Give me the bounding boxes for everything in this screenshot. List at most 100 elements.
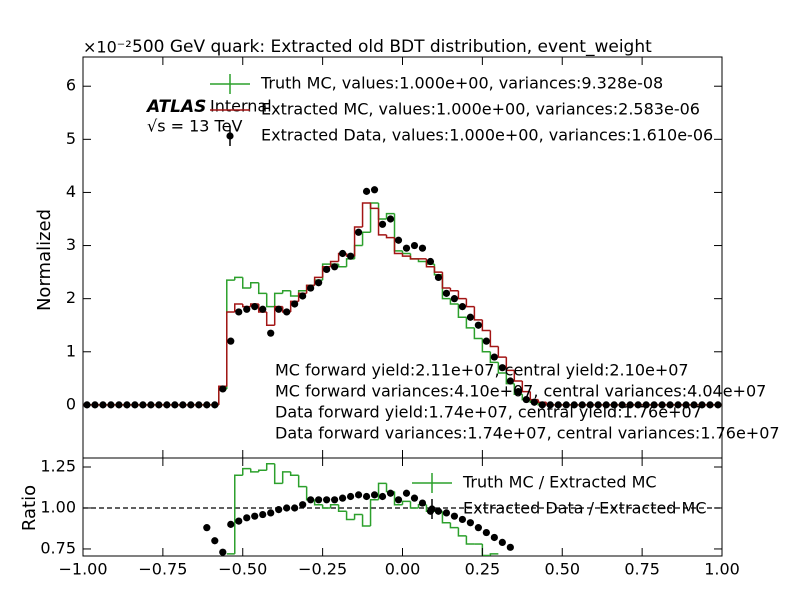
- histogram-step: [281, 289, 291, 294]
- histogram-step: [449, 522, 459, 529]
- data-point: [283, 308, 291, 316]
- histogram-step: [481, 544, 491, 556]
- data-point: [682, 401, 690, 409]
- data-point: [554, 401, 562, 409]
- legend-label: Extracted MC, values:1.000e+00, variance…: [261, 100, 700, 119]
- data-point: [610, 401, 618, 409]
- data-point: [450, 512, 459, 520]
- histogram-step: [369, 499, 379, 527]
- data-point: [187, 401, 195, 409]
- histogram-step: [273, 463, 283, 485]
- data-point: [219, 385, 227, 393]
- histogram-step: [234, 303, 243, 312]
- x-tick-label: 0.75: [624, 560, 660, 579]
- data-point: [291, 504, 299, 512]
- data-point: [474, 524, 482, 532]
- histogram-step: [409, 253, 419, 260]
- experiment-label: ATLAS: [145, 97, 206, 117]
- y-tick-label: 0: [66, 394, 76, 413]
- x-tick-label: 1.00: [704, 560, 740, 579]
- data-point: [458, 515, 467, 524]
- histogram-step: [337, 264, 347, 268]
- data-point: [354, 491, 363, 499]
- data-point: [690, 401, 698, 409]
- x-tick-label: −0.25: [298, 560, 347, 579]
- legend-marker: [428, 505, 436, 513]
- data-point: [514, 388, 522, 396]
- histogram-step: [457, 290, 467, 300]
- data-point: [211, 537, 219, 545]
- histogram-step: [449, 288, 459, 292]
- y-offset: ×10⁻²: [83, 38, 132, 57]
- histogram-step: [433, 264, 443, 276]
- data-point: [155, 401, 163, 409]
- annotation: Data forward yield:1.74e+07, central yie…: [275, 403, 702, 422]
- data-point: [650, 401, 658, 409]
- data-point: [219, 548, 227, 556]
- data-point: [203, 401, 211, 409]
- histogram-step: [234, 276, 243, 281]
- x-tick-label: −0.75: [138, 560, 187, 579]
- data-point: [674, 401, 682, 409]
- histogram-step: [489, 553, 499, 556]
- data-point: [594, 401, 602, 409]
- annotation: MC forward variances:4.10e+07, central v…: [275, 382, 766, 401]
- histogram-step: [337, 504, 347, 513]
- histogram-step: [281, 471, 291, 484]
- data-point: [115, 401, 123, 409]
- data-point: [386, 489, 395, 497]
- data-point: [338, 249, 347, 258]
- histogram-step: [417, 258, 427, 263]
- histogram-step: [433, 266, 443, 273]
- data-point: [283, 504, 291, 512]
- y-tick-label: 6: [66, 76, 76, 95]
- histogram-step: [457, 303, 467, 319]
- data-point: [618, 401, 626, 409]
- data-point: [331, 496, 339, 504]
- annotation: MC forward yield:2.11e+07, central yield…: [275, 361, 689, 380]
- histogram-step: [505, 357, 515, 372]
- histogram-step: [361, 514, 371, 527]
- data-point: [450, 295, 459, 303]
- data-point: [506, 377, 514, 385]
- data-point: [275, 506, 283, 514]
- histogram-step: [513, 370, 523, 382]
- annotation: Data forward variances:1.74e+07, central…: [275, 424, 780, 443]
- legend-marker: [226, 132, 234, 140]
- histogram-step: [385, 212, 395, 219]
- data-point: [275, 305, 283, 313]
- legend-label: Extracted Data / Extracted MC: [463, 499, 707, 518]
- histogram-step: [401, 253, 411, 257]
- x-tick-label: −1.00: [58, 560, 107, 579]
- energy-label: √s = 13 TeV: [147, 117, 242, 136]
- data-point: [315, 496, 323, 504]
- data-point: [634, 401, 642, 409]
- histogram-step: [249, 281, 259, 289]
- data-point: [131, 401, 139, 409]
- data-point: [323, 265, 331, 274]
- histogram-step: [265, 462, 275, 471]
- data-point: [195, 401, 203, 409]
- data-point: [522, 395, 530, 404]
- data-point: [394, 236, 403, 244]
- y-tick-label: 1.25: [40, 457, 76, 476]
- histogram-step: [345, 511, 355, 521]
- histogram-step: [353, 226, 363, 257]
- data-point: [315, 279, 323, 287]
- plot-area: [83, 186, 722, 409]
- data-point: [243, 305, 251, 313]
- histogram-step: [481, 319, 491, 332]
- data-point: [259, 305, 267, 313]
- data-point: [562, 401, 570, 409]
- data-point: [307, 284, 315, 292]
- data-point: [299, 292, 307, 300]
- histogram-step: [242, 277, 251, 289]
- data-point: [666, 401, 674, 409]
- histogram-step: [449, 298, 459, 305]
- data-point: [642, 401, 650, 409]
- data-point: [578, 401, 586, 409]
- histogram-step: [465, 298, 475, 308]
- ratio-axis-label: Ratio: [19, 485, 40, 531]
- data-point: [203, 524, 211, 532]
- histogram-step: [473, 327, 483, 340]
